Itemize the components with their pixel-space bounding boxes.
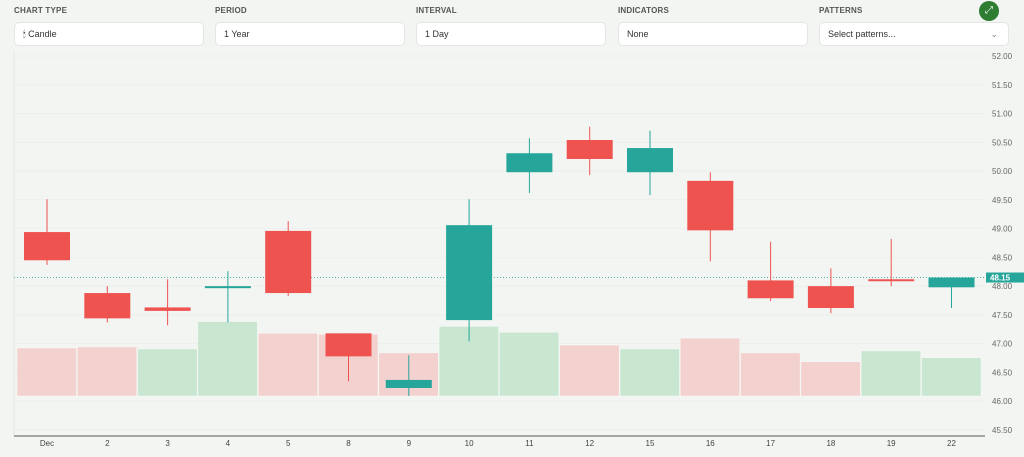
indicators-select[interactable]: None — [618, 22, 808, 46]
y-tick-label: 50.00 — [992, 167, 1013, 176]
volume-bar — [619, 348, 680, 397]
volume-bar — [77, 346, 138, 397]
y-tick-label: 48.00 — [992, 282, 1013, 291]
x-tick-label: 3 — [165, 439, 170, 448]
volume-bar — [559, 344, 620, 397]
y-tick-label: 52.00 — [992, 52, 1013, 61]
candle-body — [144, 307, 191, 311]
interval-select[interactable]: 1 Day — [416, 22, 606, 46]
period-label: PERIOD — [215, 6, 247, 15]
candle-body — [747, 280, 794, 299]
patterns-select[interactable]: Select patterns... ⌄ — [819, 22, 1009, 46]
x-tick-label: 10 — [465, 439, 474, 448]
candle-body — [385, 379, 432, 388]
candle-body — [506, 153, 553, 173]
volume-bar — [197, 321, 258, 397]
candle-body — [265, 230, 312, 294]
y-tick-label: 46.00 — [992, 397, 1013, 406]
volume-bar — [860, 350, 921, 397]
candle-body — [627, 148, 673, 173]
y-tick-label: 49.50 — [992, 196, 1013, 205]
chart-type-label: CHART TYPE — [14, 6, 68, 15]
candle-body — [84, 293, 131, 319]
expand-arrows-icon[interactable]: ⤢ — [979, 1, 999, 21]
chart-type-select[interactable]: 🕯 Candle — [14, 22, 204, 46]
x-tick-label: 8 — [346, 439, 351, 448]
volume-bar — [921, 357, 982, 397]
y-tick-label: 47.00 — [992, 340, 1013, 349]
volume-bar — [740, 352, 801, 397]
x-tick-label: Dec — [40, 439, 54, 448]
indicators-value: None — [627, 29, 649, 39]
candle-body — [24, 232, 70, 261]
y-tick-label: 51.50 — [992, 81, 1013, 90]
last-price-badge — [986, 272, 1024, 283]
x-tick-label: 4 — [226, 439, 231, 448]
candle-icon: 🕯 — [23, 29, 26, 39]
y-tick-label: 50.50 — [992, 138, 1013, 147]
interval-label: INTERVAL — [416, 6, 457, 15]
volume-bar — [499, 332, 560, 397]
x-tick-label: 17 — [766, 439, 775, 448]
x-tick-label: 22 — [947, 439, 956, 448]
candle-body — [687, 180, 734, 231]
volume-bar — [800, 361, 861, 397]
y-tick-label: 45.50 — [992, 426, 1013, 435]
candle-body — [566, 140, 613, 159]
x-tick-label: 18 — [826, 439, 835, 448]
x-tick-label: 2 — [105, 439, 110, 448]
candle-body — [807, 286, 854, 309]
candle-body — [928, 277, 975, 288]
period-value: 1 Year — [224, 29, 250, 39]
patterns-label: PATTERNS — [819, 6, 863, 15]
last-price-label: 48.15 — [990, 274, 1011, 283]
x-tick-label: 5 — [286, 439, 291, 448]
volume-bar — [257, 333, 318, 397]
chart-type-value: Candle — [28, 29, 57, 39]
candle-body — [325, 333, 372, 357]
chevron-down-icon: ⌄ — [990, 29, 998, 39]
x-tick-label: 11 — [525, 439, 534, 448]
volume-bar — [680, 337, 741, 397]
y-tick-label: 46.50 — [992, 368, 1013, 377]
x-tick-label: 12 — [585, 439, 594, 448]
volume-bar — [16, 347, 77, 397]
x-tick-label: 9 — [407, 439, 412, 448]
interval-value: 1 Day — [425, 29, 449, 39]
candle-body — [868, 279, 915, 282]
period-select[interactable]: 1 Year — [215, 22, 405, 46]
candle-body — [204, 286, 251, 289]
x-tick-label: 19 — [887, 439, 896, 448]
y-tick-label: 49.00 — [992, 225, 1013, 234]
candle-body — [446, 225, 493, 321]
y-tick-label: 47.50 — [992, 311, 1013, 320]
y-tick-label: 48.50 — [992, 253, 1013, 262]
y-tick-label: 51.00 — [992, 110, 1013, 119]
x-tick-label: 16 — [706, 439, 715, 448]
indicators-label: INDICATORS — [618, 6, 670, 15]
volume-bar — [137, 348, 198, 397]
x-tick-label: 15 — [646, 439, 655, 448]
patterns-placeholder: Select patterns... — [828, 29, 896, 39]
